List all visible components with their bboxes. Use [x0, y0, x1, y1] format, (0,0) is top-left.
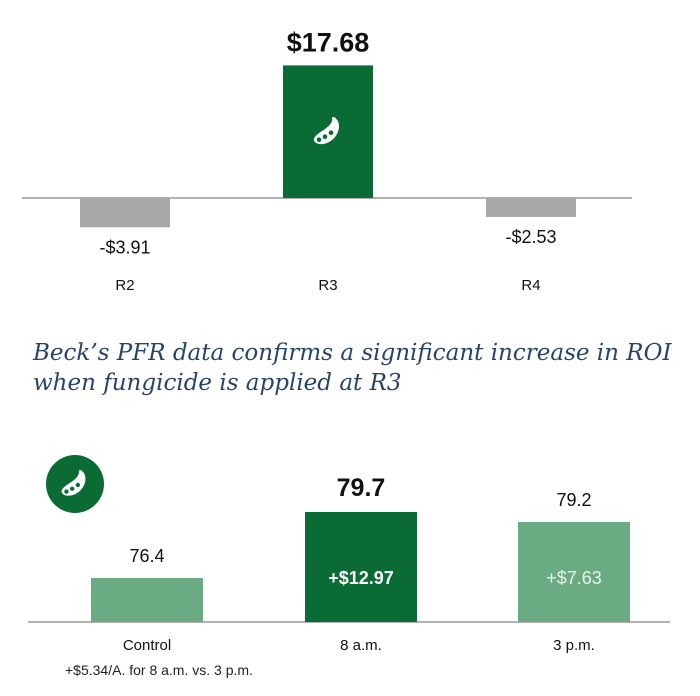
data-label-r4: -$2.53 [505, 227, 556, 247]
category-label-3-p-m: 3 p.m. [553, 637, 595, 654]
data-label-r2: -$3.91 [99, 237, 150, 257]
category-label-control: Control [123, 637, 171, 654]
inner-label-3-p-m: +$7.63 [546, 568, 602, 588]
chart-caption: Beck’s PFR data confirms a significant i… [33, 340, 672, 396]
data-label-r3: $17.68 [287, 27, 370, 57]
data-label-8-a-m: 79.7 [337, 474, 386, 502]
bar-r4 [486, 198, 576, 217]
chart-yield-by-time: 76.4 Control 79.7 +$12.97 8 a.m. 79.2 +$7.63 3 … [28, 455, 670, 678]
chart-roi-by-stage: -$3.91 R2 $17.68 R3 -$2.53 R4 [22, 27, 632, 294]
inner-label-8-a-m: +$12.97 [328, 568, 394, 588]
data-label-3-p-m: 79.2 [556, 490, 591, 510]
bar-8-a-m [305, 512, 417, 622]
category-label-8-a-m: 8 a.m. [340, 637, 382, 654]
category-label-r4: R4 [521, 277, 540, 294]
footnote: +$5.34/A. for 8 a.m. vs. 3 p.m. [65, 662, 253, 678]
bar-r2 [80, 198, 170, 228]
bar-3-p-m [518, 522, 630, 622]
data-label-control: 76.4 [129, 546, 164, 566]
bar-control [91, 578, 203, 622]
category-label-r3: R3 [318, 277, 337, 294]
category-label-r2: R2 [115, 277, 134, 294]
